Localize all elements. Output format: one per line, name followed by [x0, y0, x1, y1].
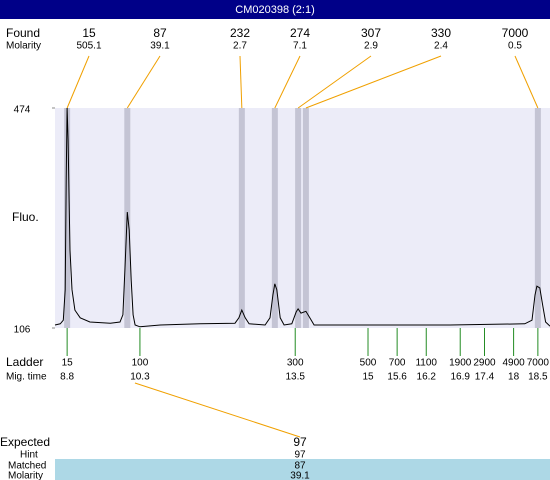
title-bar: [0, 0, 550, 19]
ladder-time: 8.8: [60, 372, 74, 383]
found-size: 15: [82, 26, 96, 40]
found-size: 330: [431, 26, 451, 40]
ladder-size: 15: [62, 358, 74, 369]
peak-leader: [66, 55, 90, 109]
y-tick-label: 474: [14, 105, 31, 116]
peak-band: [302, 108, 309, 328]
peak-band: [295, 108, 302, 328]
expected-leader: [134, 382, 301, 438]
found-size: 232: [230, 26, 250, 40]
peak-leader: [126, 55, 161, 109]
ladder-size: 300: [287, 358, 304, 369]
ladder-size: 500: [360, 358, 377, 369]
peak-leader: [239, 55, 243, 109]
found-molarity: 2.4: [434, 41, 448, 52]
peak-band: [238, 108, 245, 328]
found-size: 7000: [502, 26, 529, 40]
matched-band: [55, 459, 550, 480]
expected-label: Expected: [0, 435, 50, 449]
expected-value: 97: [293, 435, 307, 449]
peak-leader: [274, 55, 301, 109]
plot-area: [55, 108, 550, 328]
y-axis-label: Fluo.: [12, 210, 39, 224]
ladder-time: 16.2: [417, 372, 437, 383]
ladder-label: Ladder: [6, 355, 43, 369]
ladder-time: 16.9: [450, 372, 470, 383]
ladder-size: 1100: [415, 358, 437, 369]
ladder-time: 18.5: [528, 372, 548, 383]
peak-leader: [297, 55, 372, 109]
ladder-time: 18: [508, 372, 520, 383]
matched-label: Matched: [8, 461, 46, 472]
found-molarity: 39.1: [150, 41, 170, 52]
peak-band: [64, 108, 71, 328]
expected-molarity-value: 39.1: [290, 471, 310, 480]
ladder-time: 15.6: [387, 372, 407, 383]
peak-leader: [514, 55, 539, 109]
found-size: 274: [290, 26, 310, 40]
trace: [54, 107, 550, 328]
peak-leader: [305, 55, 442, 109]
peak-band: [271, 108, 278, 328]
found-size: 87: [153, 26, 167, 40]
ladder-time: 15: [362, 372, 374, 383]
ladder-size: 1900: [449, 358, 472, 369]
ladder-size: 100: [132, 358, 149, 369]
y-tick-label: 106: [14, 325, 31, 336]
found-molarity: 2.9: [364, 41, 378, 52]
ladder-time: 13.5: [285, 372, 305, 383]
found-molarity: 505.1: [76, 41, 101, 52]
ladder-size: 4900: [502, 358, 525, 369]
expected-molarity-label: Molarity: [8, 471, 43, 480]
ladder-size: 700: [389, 358, 406, 369]
ladder-time: 10.3: [130, 372, 150, 383]
found-label: Found: [6, 26, 40, 40]
found-molarity: 2.7: [233, 41, 247, 52]
ladder-size: 7000: [527, 358, 550, 369]
title: CM020398 (2:1): [235, 4, 315, 16]
peak-band: [534, 108, 541, 328]
mig-time-label: Mig. time: [6, 372, 47, 383]
found-molarity: 7.1: [293, 41, 307, 52]
found-size: 307: [361, 26, 381, 40]
hint-value: 97: [294, 450, 306, 461]
matched-value: 87: [294, 461, 306, 472]
found-molarity: 0.5: [508, 41, 522, 52]
hint-label: Hint: [20, 450, 38, 461]
molarity-label: Molarity: [6, 41, 41, 52]
ladder-size: 2900: [473, 358, 496, 369]
ladder-time: 17.4: [475, 372, 495, 383]
